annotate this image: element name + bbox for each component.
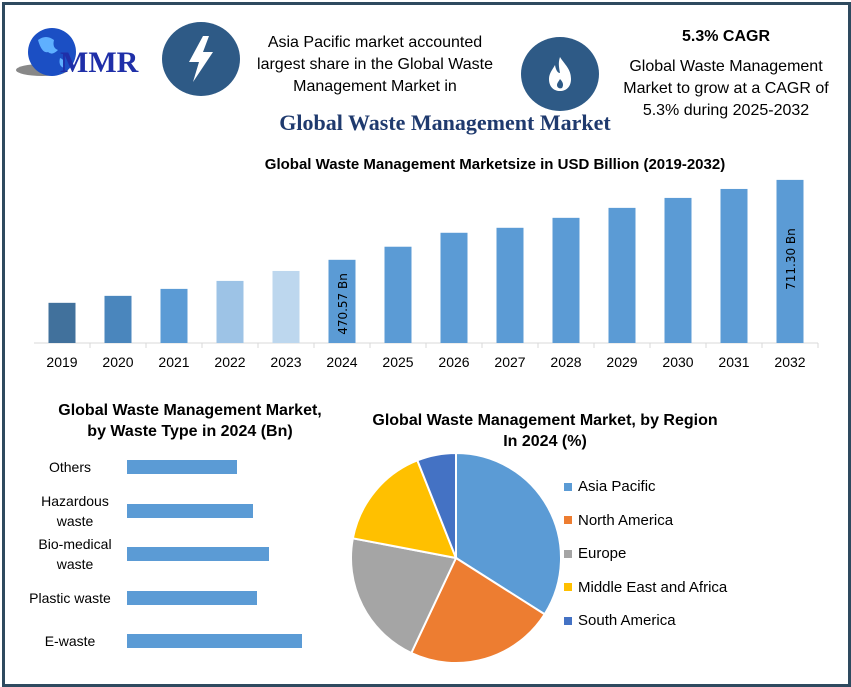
bar-2025: [384, 246, 412, 343]
data-label-2032: 711.30 Bn: [784, 228, 798, 290]
slice-south-america: [416, 451, 457, 559]
x-tick-label: 2026: [438, 354, 470, 370]
size-chart-title: Global Waste Management Marketsize in US…: [264, 156, 726, 173]
flame-icon: [521, 37, 599, 111]
x-tick-label: 2023: [270, 354, 302, 370]
x-tick-label: 2020: [102, 354, 134, 370]
category-label: Others: [48, 459, 91, 475]
category-label: Bio-medical waste: [38, 536, 112, 572]
x-tick-label: 2024: [326, 354, 358, 370]
x-tick-label: 2030: [662, 354, 694, 370]
main-title: Global Waste Management Market: [279, 110, 611, 135]
bar-2022: [216, 280, 244, 343]
category-label: E-waste: [44, 633, 96, 649]
bar-2019: [48, 302, 76, 343]
legend-swatch: [564, 583, 572, 591]
x-tick-label: 2022: [214, 354, 246, 370]
bar-2027: [496, 227, 524, 343]
size-bar-chart: 470.57 Bn 711.30 Bn: [34, 179, 819, 348]
legend-swatch: [564, 549, 572, 558]
legend-label: Europe: [578, 545, 627, 562]
legend-item: Middle East and Africa: [564, 579, 727, 596]
x-tick-label: 2021: [158, 354, 190, 370]
x-tick-label: 2031: [718, 354, 750, 370]
highlight-left-text: Asia Pacific market accounted largest sh…: [257, 34, 493, 95]
bar-2030: [664, 197, 692, 343]
bar-2028: [552, 217, 580, 343]
x-tick-label: 2028: [550, 354, 582, 370]
bar-2024: [328, 259, 356, 343]
globe-logo-icon: [16, 28, 76, 76]
legend-label: Middle East and Africa: [578, 578, 728, 596]
region-chart-title: Global Waste Management Market, by Regio…: [372, 412, 718, 450]
waste-type-chart-title: Global Waste Management Market, by Waste…: [58, 402, 322, 440]
legend-swatch: [564, 616, 572, 625]
bar-others: [127, 460, 238, 474]
cagr-title: 5.3% CAGR: [681, 28, 771, 45]
legend-item: North America: [564, 512, 673, 529]
legend-item: South America: [564, 612, 676, 629]
legend-swatch: [564, 516, 572, 524]
bar-2026: [440, 232, 468, 343]
legend-item: Asia Pacific: [564, 478, 656, 495]
legend-swatch: [564, 482, 572, 491]
x-tick-label: 2032: [774, 354, 806, 370]
x-tick-label: 2027: [494, 354, 526, 370]
bar-bio-medical-waste: [127, 547, 269, 561]
legend-label: Asia Pacific: [578, 478, 656, 495]
legend-label: North America: [578, 511, 674, 529]
x-tick-label: 2029: [606, 354, 638, 370]
slice-middle-east-and-africa: [351, 459, 458, 560]
data-label-2024: 470.57 Bn: [336, 273, 350, 335]
lightning-icon: [162, 22, 240, 96]
logo-text: MMR: [60, 46, 139, 79]
bar-2020: [104, 295, 132, 343]
bar-hazardous-waste: [127, 504, 253, 518]
x-tick-label: 2019: [46, 354, 78, 370]
bar-2031: [720, 188, 748, 343]
bar-2032: [776, 179, 804, 343]
bar-2023: [272, 270, 300, 343]
bar-plastic-waste: [127, 591, 257, 605]
bar-e-waste: [127, 634, 302, 648]
region-pie-chart: [350, 451, 562, 664]
highlight-right-text: Global Waste Management Market to grow a…: [623, 58, 829, 119]
bar-2021: [160, 288, 188, 343]
slice-europe: [350, 537, 458, 655]
legend-item: Europe: [564, 545, 626, 562]
category-label: Plastic waste: [29, 590, 111, 606]
bar-2029: [608, 207, 636, 343]
category-label: Hazardous waste: [41, 493, 109, 529]
x-tick-label: 2025: [382, 354, 414, 370]
legend-label: South America: [578, 612, 676, 629]
